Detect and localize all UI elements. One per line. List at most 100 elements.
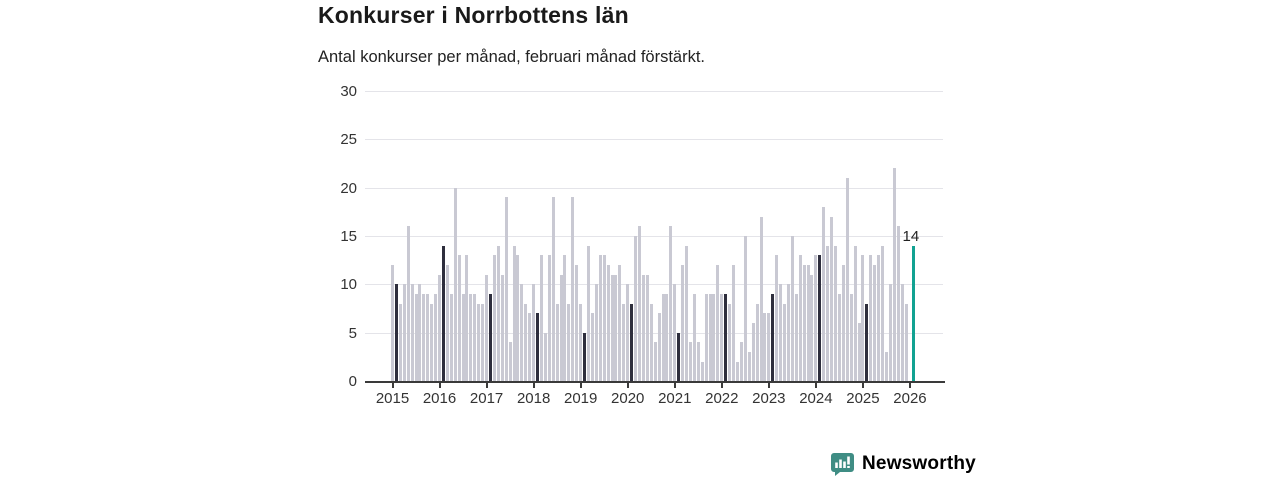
newsworthy-logo[interactable]: Newsworthy xyxy=(830,451,976,476)
x-axis-tick-2017 xyxy=(485,383,488,388)
bar-2016-01 xyxy=(438,274,442,381)
bar-2019-10 xyxy=(614,274,618,381)
bar-2015-09 xyxy=(422,294,426,381)
bar-2018-09 xyxy=(563,255,567,381)
bar-2018-01 xyxy=(532,284,536,381)
bar-2020-05 xyxy=(641,274,645,381)
bar-2019-02 xyxy=(583,332,587,381)
bar-2021-02 xyxy=(677,332,681,381)
chart-subtitle: Antal konkurser per månad, februari måna… xyxy=(318,48,706,66)
bar-2017-07 xyxy=(508,342,512,381)
bar-2021-11 xyxy=(712,294,716,381)
bar-2024-12 xyxy=(857,323,861,381)
bar-2025-11 xyxy=(900,284,904,381)
bar-2016-09 xyxy=(469,294,473,381)
x-axis-tick-2022 xyxy=(720,383,723,388)
bar-2016-02 xyxy=(441,245,445,381)
y-axis-label-15: 15 xyxy=(340,228,357,245)
bar-2015-10 xyxy=(426,294,430,381)
bar-2015-01 xyxy=(391,265,394,381)
bar-2021-07 xyxy=(696,342,700,381)
x-axis-tick-2015 xyxy=(391,383,394,388)
x-axis-tick-2026 xyxy=(908,383,911,388)
bar-2024-06 xyxy=(833,245,837,381)
bar-2017-04 xyxy=(496,245,500,381)
bar-2023-12 xyxy=(810,274,814,381)
bar-2019-05 xyxy=(594,284,598,381)
x-axis-label-2019: 2019 xyxy=(563,390,598,407)
bar-2023-04 xyxy=(779,284,783,381)
bar-2024-10 xyxy=(849,294,853,381)
bar-2017-08 xyxy=(512,245,516,381)
bar-2017-11 xyxy=(524,303,528,381)
gridline-5 xyxy=(365,332,943,334)
bar-2021-09 xyxy=(704,294,708,381)
bar-2023-09 xyxy=(798,255,802,381)
bar-2025-01 xyxy=(861,255,865,381)
bar-2016-10 xyxy=(473,294,477,381)
bar-2016-07 xyxy=(461,294,465,381)
bar-2024-04 xyxy=(826,245,830,381)
bar-2015-05 xyxy=(406,226,410,381)
bar-2024-11 xyxy=(853,245,857,381)
bar-2017-10 xyxy=(520,284,524,381)
bar-2025-05 xyxy=(877,255,881,381)
bar-2020-03 xyxy=(634,236,638,381)
bar-2024-05 xyxy=(830,216,834,381)
x-axis-label-2024: 2024 xyxy=(799,390,833,407)
y-axis-label-5: 5 xyxy=(348,324,357,342)
bar-2025-09 xyxy=(892,168,896,381)
bar-2017-01 xyxy=(485,274,489,381)
bar-2015-06 xyxy=(410,284,414,381)
x-axis-label-2015: 2015 xyxy=(375,390,410,407)
x-axis-tick-2024 xyxy=(814,383,817,388)
bar-2021-01 xyxy=(673,284,677,381)
x-axis-label-2022: 2022 xyxy=(705,390,739,407)
x-axis-tick-2025 xyxy=(861,383,864,388)
bar-2026-02 xyxy=(912,245,916,381)
x-axis-line xyxy=(365,381,945,383)
bar-2020-11 xyxy=(665,294,669,381)
bar-2025-07 xyxy=(884,352,888,381)
bar-2022-07 xyxy=(743,236,747,381)
bar-2017-12 xyxy=(528,313,532,381)
chart-title: Konkurser i Norrbottens län xyxy=(318,2,629,28)
x-axis-label-2026: 2026 xyxy=(893,390,927,407)
bar-2023-01 xyxy=(767,313,771,381)
bar-2018-06 xyxy=(551,197,555,381)
bar-2019-01 xyxy=(579,303,583,381)
bar-2021-04 xyxy=(685,245,689,381)
bar-2020-04 xyxy=(637,226,641,381)
bar-2018-03 xyxy=(539,255,543,381)
bar-2020-01 xyxy=(626,284,630,381)
newsworthy-logo-text: Newsworthy xyxy=(862,452,976,474)
bar-2025-08 xyxy=(888,284,892,381)
bar-2015-12 xyxy=(434,294,438,381)
bar-2023-06 xyxy=(786,284,790,381)
x-axis-tick-2018 xyxy=(532,383,535,388)
bar-2022-01 xyxy=(720,294,724,381)
y-axis-label-25: 25 xyxy=(340,131,357,149)
bar-2016-06 xyxy=(457,255,461,381)
y-axis-label-0: 0 xyxy=(348,373,357,390)
bar-2017-05 xyxy=(500,274,504,381)
newsworthy-icon xyxy=(831,453,854,476)
bar-2021-08 xyxy=(700,361,704,381)
x-axis-tick-2016 xyxy=(438,383,441,388)
bar-2017-02 xyxy=(489,294,492,381)
bar-2019-03 xyxy=(587,245,590,381)
bar-2022-05 xyxy=(735,361,739,381)
bar-2021-10 xyxy=(708,294,712,381)
bar-2022-06 xyxy=(739,342,743,381)
x-axis-label-2017: 2017 xyxy=(469,390,504,407)
bar-2023-11 xyxy=(806,265,810,381)
bar-2019-11 xyxy=(618,265,622,381)
bar-2021-03 xyxy=(681,265,685,381)
bar-2020-08 xyxy=(653,342,657,381)
bar-2015-02 xyxy=(394,284,398,381)
bar-2021-12 xyxy=(716,265,720,381)
bar-2016-05 xyxy=(453,187,457,381)
bar-2015-03 xyxy=(398,303,402,381)
bar-2023-02 xyxy=(771,294,775,381)
